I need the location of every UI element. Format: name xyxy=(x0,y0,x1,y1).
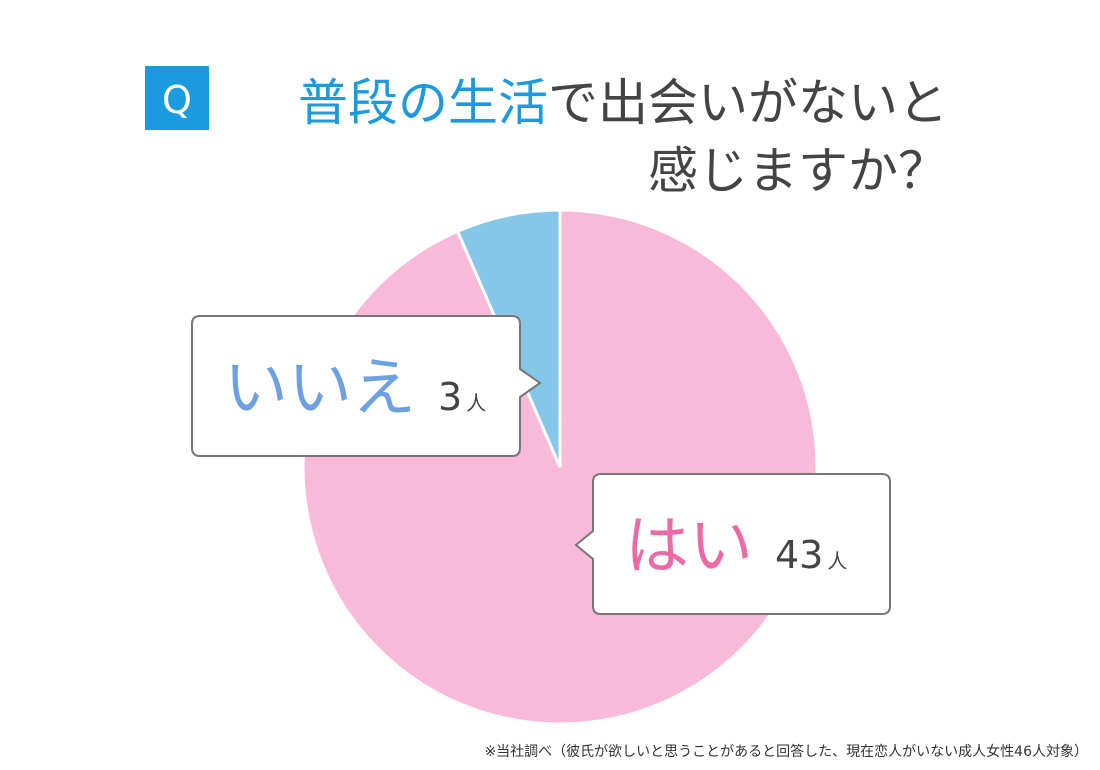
q-badge xyxy=(145,66,209,130)
callout-label: いいえ 3 人 xyxy=(224,352,486,426)
title-highlight: 普段の生活 xyxy=(298,74,548,132)
value-label: 43 xyxy=(775,533,823,577)
chart-title: 普段の生活で出会いがないと xyxy=(298,74,948,132)
callout-box xyxy=(574,473,891,615)
title-line-2: 感じますか？ xyxy=(648,142,948,200)
value-label: 3 xyxy=(438,375,462,419)
q-badge-text: Q xyxy=(162,78,192,122)
category-label: いいえ xyxy=(224,352,416,426)
unit-label: 人 xyxy=(827,549,847,573)
unit-label: 人 xyxy=(466,391,486,415)
note: ※当社調べ（彼氏が欲しいと思うことがあると回答した、現在恋人がいない成人女性46… xyxy=(484,743,1088,760)
callout-label: はい 43 人 xyxy=(625,510,847,584)
category-label: はい xyxy=(625,510,753,584)
title-rest: で出会いがないと xyxy=(548,74,948,132)
pie xyxy=(301,208,819,726)
callout-box xyxy=(191,315,542,457)
